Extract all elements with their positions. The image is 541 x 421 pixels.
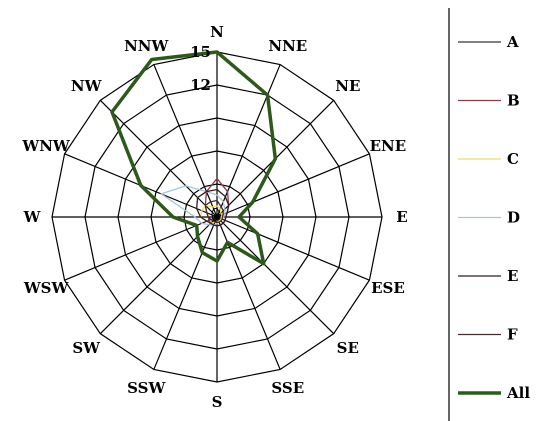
tick-labels: 12 15 xyxy=(190,43,211,94)
direction-label-ene: ENE xyxy=(370,137,407,155)
direction-label-sw: SW xyxy=(72,339,101,357)
grid-spoke-ese xyxy=(216,216,370,281)
legend-label-a: A xyxy=(506,33,519,51)
direction-labels: N NNE NE ENE E ESE SE SSE S SSW SW WSW W WNW NW NNW xyxy=(21,23,407,411)
tick-label-15: 15 xyxy=(190,43,211,61)
legend-label-e: E xyxy=(507,267,518,285)
direction-label-wsw: WSW xyxy=(23,279,70,297)
series-layer xyxy=(110,50,278,266)
direction-label-w: W xyxy=(23,208,42,226)
series-all xyxy=(110,50,278,266)
series-d xyxy=(160,185,226,226)
grid-spoke-sw xyxy=(99,216,218,335)
legend-label-f: F xyxy=(507,326,518,344)
grid-spoke-ssw xyxy=(153,216,218,370)
direction-label-nnw: NNW xyxy=(124,37,169,55)
direction-label-wnw: WNW xyxy=(21,137,71,155)
legend-label-b: B xyxy=(507,92,520,110)
direction-label-n: N xyxy=(210,23,224,41)
legend-label-c: C xyxy=(507,150,519,168)
direction-label-e: E xyxy=(396,208,407,226)
direction-label-nne: NNE xyxy=(268,37,307,55)
grid-spoke-ene xyxy=(216,153,370,218)
direction-label-ne: NE xyxy=(335,77,360,95)
legend: A B C D E F All xyxy=(448,8,530,421)
legend-label-d: D xyxy=(507,209,520,227)
grid-spoke-se xyxy=(216,216,335,335)
grid-spoke-wsw xyxy=(64,216,218,281)
tick-label-12: 12 xyxy=(190,76,211,94)
series-f xyxy=(204,199,224,224)
series-e xyxy=(196,188,230,227)
direction-label-ese: ESE xyxy=(371,279,405,297)
direction-label-se: SE xyxy=(337,339,359,357)
direction-label-sse: SSE xyxy=(271,379,304,397)
legend-label-all: All xyxy=(506,384,530,402)
direction-label-s: S xyxy=(212,393,223,411)
direction-label-nw: NW xyxy=(71,77,103,95)
grid-spoke-nw xyxy=(99,99,218,218)
direction-label-ssw: SSW xyxy=(127,379,166,397)
grid xyxy=(51,51,383,383)
